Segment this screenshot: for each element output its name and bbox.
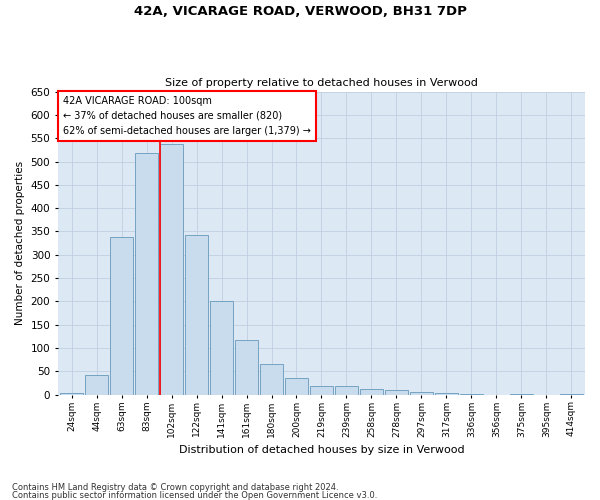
Bar [85,375,108,394]
Bar [310,386,333,394]
Bar [385,390,407,394]
Bar [285,378,308,394]
X-axis label: Distribution of detached houses by size in Verwood: Distribution of detached houses by size … [179,445,464,455]
Text: 42A VICARAGE ROAD: 100sqm
← 37% of detached houses are smaller (820)
62% of semi: 42A VICARAGE ROAD: 100sqm ← 37% of detac… [63,96,311,136]
Bar [260,364,283,394]
Title: Size of property relative to detached houses in Verwood: Size of property relative to detached ho… [165,78,478,88]
Bar [235,340,258,394]
Text: Contains public sector information licensed under the Open Government Licence v3: Contains public sector information licen… [12,490,377,500]
Bar [211,300,233,394]
Bar [410,392,433,394]
Y-axis label: Number of detached properties: Number of detached properties [15,161,25,325]
Bar [335,386,358,394]
Bar [160,144,183,394]
Bar [360,389,383,394]
Bar [185,235,208,394]
Bar [110,237,133,394]
Bar [136,153,158,394]
Text: 42A, VICARAGE ROAD, VERWOOD, BH31 7DP: 42A, VICARAGE ROAD, VERWOOD, BH31 7DP [134,5,466,18]
Text: Contains HM Land Registry data © Crown copyright and database right 2024.: Contains HM Land Registry data © Crown c… [12,484,338,492]
